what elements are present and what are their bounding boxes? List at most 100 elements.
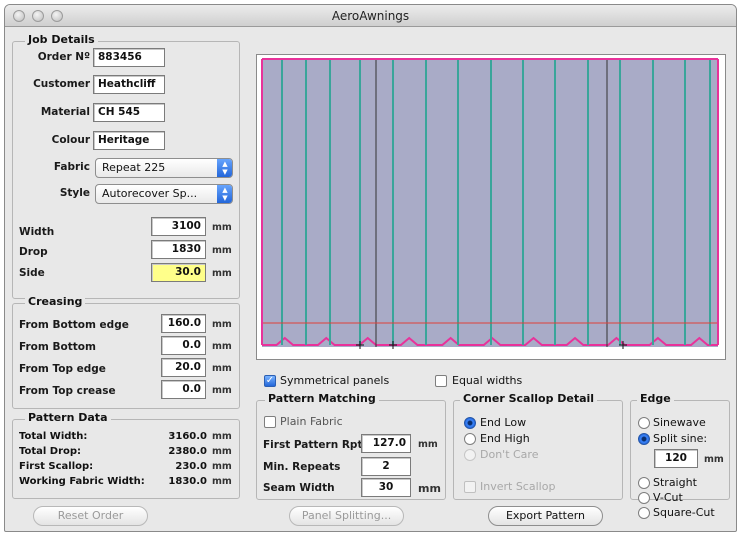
end-low-radio[interactable]	[464, 417, 476, 429]
order-number-field[interactable]: 883456	[93, 48, 165, 67]
first-scallop-unit: mm	[212, 461, 232, 472]
creasing-top-crease-field[interactable]: 0.0	[161, 380, 206, 399]
width-field[interactable]: 3100	[151, 217, 206, 236]
fabric-popup-value: Repeat 225	[102, 161, 166, 174]
creasing-unit: mm	[212, 319, 232, 330]
equal-widths-label: Equal widths	[452, 374, 523, 387]
split-sine-radio[interactable]	[638, 433, 650, 445]
split-sine-label: Split sine:	[653, 432, 708, 445]
total-width-unit: mm	[212, 431, 232, 442]
total-drop-unit: mm	[212, 446, 232, 457]
customer-field[interactable]: Heathcliff	[93, 75, 165, 94]
split-marker-icon	[389, 341, 397, 349]
style-popup[interactable]: Autorecover Sp... ▲ ▼	[95, 184, 233, 204]
working-fabric-width-value: 1830.0	[168, 476, 207, 487]
colour-field[interactable]: Heritage	[93, 131, 165, 150]
minimize-window-button[interactable]	[32, 10, 44, 22]
min-repeats-field[interactable]: 2	[361, 457, 411, 476]
min-repeats-label: Min. Repeats	[263, 461, 341, 473]
end-high-label: End High	[480, 432, 530, 445]
end-high-radio[interactable]	[464, 433, 476, 445]
drop-field[interactable]: 1830	[151, 240, 206, 259]
seam-width-label: Seam Width	[263, 482, 335, 494]
symmetrical-panels-label: Symmetrical panels	[280, 374, 390, 387]
zoom-window-button[interactable]	[51, 10, 63, 22]
popup-arrows-icon: ▲ ▼	[217, 159, 232, 177]
v-cut-radio[interactable]	[638, 492, 650, 504]
first-scallop-label: First Scallop:	[19, 461, 94, 472]
sinewave-label: Sinewave	[653, 416, 706, 429]
creasing-label-bottom: From Bottom	[19, 341, 96, 353]
split-marker-icon	[619, 341, 627, 349]
scallop-edge	[262, 336, 718, 346]
panel-splitting-button[interactable]: Panel Splitting...	[289, 506, 404, 526]
total-drop-label: Total Drop:	[19, 446, 82, 457]
fabric-popup[interactable]: Repeat 225 ▲ ▼	[95, 158, 233, 178]
creasing-bottom-edge-field[interactable]: 160.0	[161, 314, 206, 333]
square-cut-label: Square-Cut	[653, 506, 715, 519]
first-pattern-rpt-field[interactable]: 127.0	[361, 434, 411, 453]
creasing-label-bottom-edge: From Bottom edge	[19, 319, 129, 331]
symmetrical-panels-checkbox[interactable]: ✓	[264, 375, 276, 387]
creasing-title: Creasing	[25, 295, 86, 308]
close-window-button[interactable]	[13, 10, 25, 22]
invert-scallop-checkbox[interactable]	[464, 481, 476, 493]
title-bar: AeroAwnings	[5, 5, 736, 27]
creasing-label-top-crease: From Top crease	[19, 385, 116, 397]
window-title: AeroAwnings	[331, 9, 410, 23]
side-unit: mm	[212, 268, 232, 279]
colour-label: Colour	[51, 134, 90, 146]
split-sine-field[interactable]: 120	[654, 449, 698, 468]
first-pattern-rpt-unit: mm	[418, 439, 438, 450]
corner-scallop-title: Corner Scallop Detail	[460, 392, 598, 405]
sinewave-radio[interactable]	[638, 417, 650, 429]
straight-label: Straight	[653, 476, 697, 489]
customer-label: Customer	[33, 78, 90, 90]
side-field[interactable]: 30.0	[151, 263, 206, 282]
width-label: Width	[19, 226, 55, 238]
plain-fabric-label: Plain Fabric	[280, 415, 343, 428]
first-scallop-value: 230.0	[175, 461, 207, 472]
square-cut-radio[interactable]	[638, 507, 650, 519]
dont-care-label: Don't Care	[480, 448, 539, 461]
edge-title: Edge	[637, 392, 674, 405]
pattern-preview	[256, 54, 726, 360]
split-marker-icon	[356, 341, 364, 349]
pattern-border	[261, 58, 719, 345]
pattern-matching-title: Pattern Matching	[265, 392, 379, 405]
pattern-data-title: Pattern Data	[25, 411, 111, 424]
fabric-label: Fabric	[53, 161, 90, 173]
straight-radio[interactable]	[638, 477, 650, 489]
creasing-unit: mm	[212, 385, 232, 396]
style-label: Style	[59, 187, 90, 199]
seam-width-field[interactable]: 30	[361, 478, 411, 497]
export-pattern-button[interactable]: Export Pattern	[488, 506, 603, 526]
total-width-label: Total Width:	[19, 431, 88, 442]
total-drop-value: 2380.0	[168, 446, 207, 457]
creasing-label-top-edge: From Top edge	[19, 363, 106, 375]
end-low-label: End Low	[480, 416, 527, 429]
first-pattern-rpt-label: First Pattern Rpt	[263, 439, 363, 451]
drop-unit: mm	[212, 245, 232, 256]
material-field[interactable]: CH 545	[93, 103, 165, 122]
invert-scallop-label: Invert Scallop	[480, 480, 556, 493]
material-label: Material	[40, 106, 90, 118]
creasing-section	[12, 303, 240, 409]
drop-label: Drop	[19, 246, 48, 258]
edge-section	[630, 400, 730, 500]
width-unit: mm	[212, 222, 232, 233]
creasing-top-edge-field[interactable]: 20.0	[161, 358, 206, 377]
working-fabric-width-label: Working Fabric Width:	[19, 476, 145, 487]
job-details-title: Job Details	[25, 33, 98, 46]
plain-fabric-checkbox[interactable]	[264, 416, 276, 428]
creasing-bottom-field[interactable]: 0.0	[161, 336, 206, 355]
seam-width-unit: mm	[418, 482, 441, 495]
order-label: Order Nº	[37, 51, 90, 63]
v-cut-label: V-Cut	[653, 491, 683, 504]
reset-order-button[interactable]: Reset Order	[33, 506, 148, 526]
equal-widths-checkbox[interactable]	[435, 375, 447, 387]
side-label: Side	[19, 267, 45, 279]
dont-care-radio[interactable]	[464, 449, 476, 461]
job-details-section	[12, 41, 240, 299]
style-popup-value: Autorecover Sp...	[102, 187, 198, 200]
